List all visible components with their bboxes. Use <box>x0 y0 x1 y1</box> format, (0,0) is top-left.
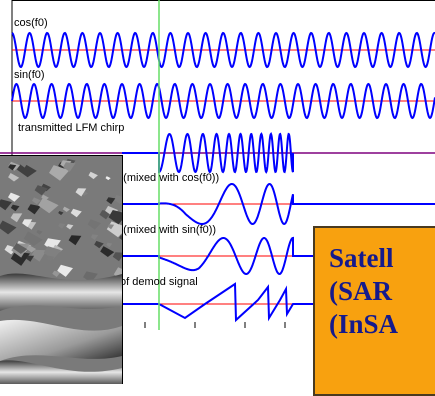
terrain-fragment <box>27 204 41 215</box>
terrain-fragment <box>34 185 48 196</box>
terrain-texture <box>0 156 122 384</box>
terrain-fragment <box>26 255 35 262</box>
terrain-fragment <box>8 164 17 171</box>
label-mixed-sin: p (mixed with sin(f0)) <box>114 224 217 236</box>
terrain-fragment <box>87 219 101 230</box>
terrain-fragment <box>41 183 51 192</box>
terrain-fragment <box>0 199 12 211</box>
terrain-fragment <box>10 251 31 266</box>
title-callout-box: Satell (SAR (InSA <box>313 226 435 396</box>
waveform-group <box>0 31 435 323</box>
title-line-1: Satell <box>329 243 394 273</box>
terrain-fragment <box>32 197 41 205</box>
terrain-fragment <box>13 242 28 254</box>
chirp-wave <box>122 132 294 174</box>
title-line-2: (SAR <box>329 276 393 306</box>
terrain-fragment <box>22 219 33 228</box>
terrain-fragment <box>57 264 73 277</box>
terrain-fragment <box>62 206 70 212</box>
title-line-3: (InSA <box>329 309 399 339</box>
terrain-fragment <box>106 242 113 248</box>
terrain-fragment <box>106 197 116 205</box>
signal-plot-figure: cos(f0) sin(f0) transmitted LFM chirp p … <box>0 0 435 330</box>
terrain-fragment <box>16 162 37 178</box>
terrain-fragment <box>38 197 59 214</box>
terrain-fragment <box>0 220 17 235</box>
terrain-fragment <box>31 249 47 262</box>
terrain-fragment <box>100 246 115 257</box>
label-cos: cos(f0) <box>14 17 48 29</box>
terrain-fragment <box>83 271 98 283</box>
terrain-fragment <box>36 229 43 235</box>
terrain-fragment <box>105 205 119 216</box>
terrain-fragment <box>8 173 20 182</box>
label-sin: sin(f0) <box>14 69 45 81</box>
terrain-fragment <box>52 270 61 277</box>
terrain-fragment <box>8 192 20 202</box>
cos-wave <box>11 31 435 69</box>
terrain-fragment <box>43 246 62 260</box>
terrain-fragment <box>23 231 43 246</box>
terrain-fragment <box>10 204 20 212</box>
terrain-fragment <box>108 210 122 225</box>
terrain-fragment <box>113 195 122 205</box>
label-chirp: transmitted LFM chirp <box>18 122 125 134</box>
mixed-cos-wave <box>122 182 435 226</box>
demod-phase-wave <box>122 282 313 323</box>
terrain-fragment <box>41 194 49 201</box>
terrain-fragment <box>58 223 66 229</box>
terrain-fragment <box>88 171 98 180</box>
label-demod: of demod signal <box>120 276 198 288</box>
terrain-fragment <box>94 240 104 249</box>
terrain-fragment <box>119 235 122 241</box>
terrain-fragment <box>112 252 122 262</box>
terrain-fragment <box>90 234 99 240</box>
terrain-fragment <box>75 188 87 197</box>
terrain-fragment <box>70 208 82 218</box>
label-mixed-cos: p (mixed with cos(f0)) <box>114 172 220 184</box>
terrain-fragment <box>49 165 70 181</box>
terrain-fragment <box>46 255 55 262</box>
mixed-sin-wave <box>122 236 313 276</box>
terrain-fragment <box>16 156 32 168</box>
terrain-fragment <box>66 224 74 230</box>
insar-terrain-image <box>0 155 123 384</box>
terrain-fragment <box>10 213 23 223</box>
terrain-fragment <box>26 244 37 253</box>
terrain-fragment <box>105 176 111 181</box>
terrain-fragment <box>44 238 61 252</box>
terrain-fragment <box>68 235 82 246</box>
sin-wave <box>11 82 435 120</box>
terrain-fragment <box>107 224 115 230</box>
terrain-fragment <box>63 162 76 172</box>
terrain-fragment <box>58 211 64 216</box>
